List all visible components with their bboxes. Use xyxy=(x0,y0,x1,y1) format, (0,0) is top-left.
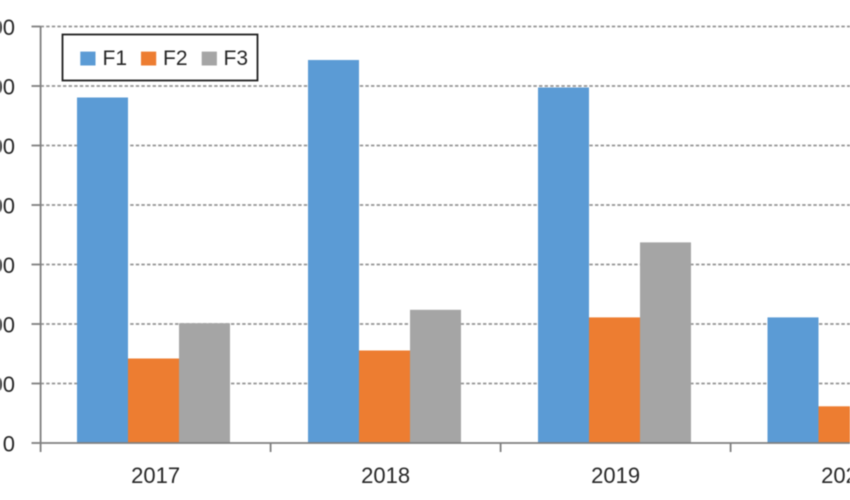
svg-text:F2: F2 xyxy=(163,47,188,70)
svg-text:300: 300 xyxy=(0,253,15,278)
svg-text:200: 200 xyxy=(0,313,15,338)
svg-text:2018: 2018 xyxy=(361,463,410,488)
svg-text:F3: F3 xyxy=(224,47,249,70)
svg-text:700: 700 xyxy=(0,15,15,40)
svg-text:100: 100 xyxy=(0,372,15,397)
svg-text:500: 500 xyxy=(0,134,15,159)
svg-text:2020: 2020 xyxy=(821,463,850,488)
svg-text:2019: 2019 xyxy=(591,463,640,488)
svg-text:2017: 2017 xyxy=(131,463,180,488)
svg-text:0: 0 xyxy=(3,432,15,457)
svg-text:600: 600 xyxy=(0,75,15,100)
svg-text:F1: F1 xyxy=(103,47,128,70)
svg-text:400: 400 xyxy=(0,194,15,219)
